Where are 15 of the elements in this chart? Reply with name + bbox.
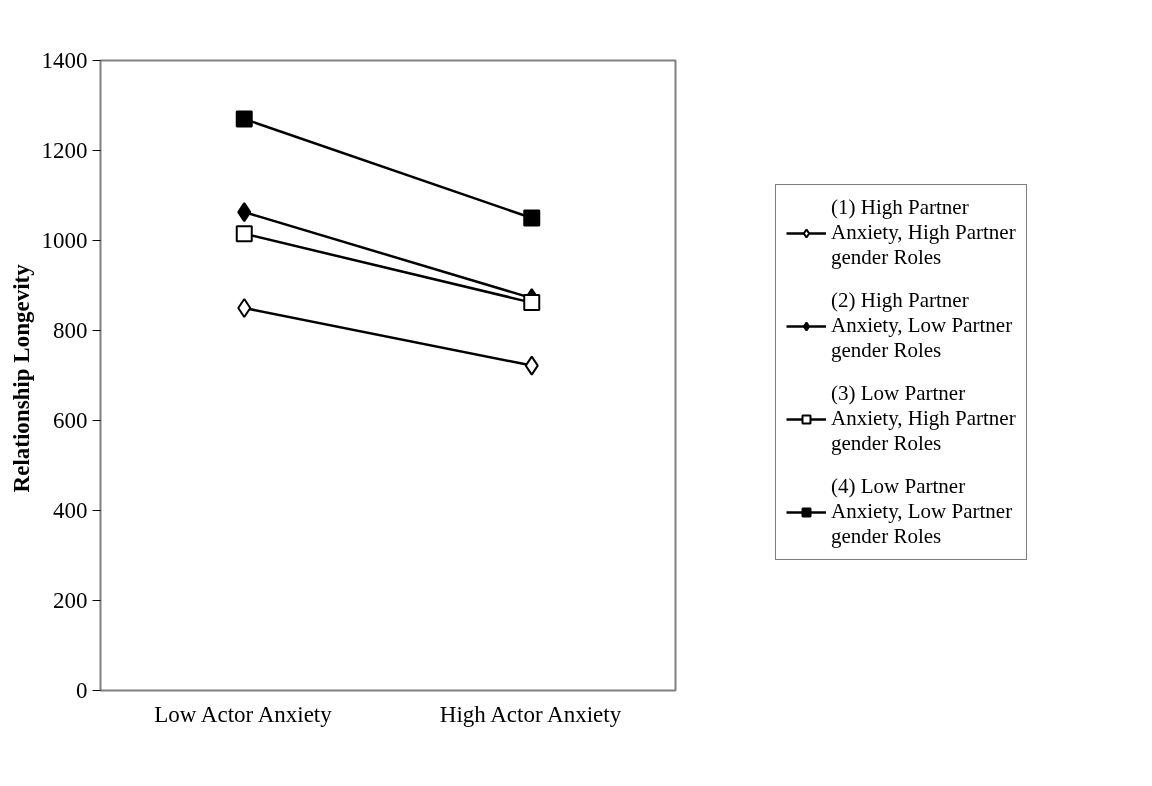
legend-label: (3) Low Partner Anxiety, High Partner gender Roles bbox=[831, 381, 1016, 456]
legend-label: (1) High Partner Anxiety, High Partner gender Roles bbox=[831, 195, 1016, 270]
y-tick-label: 400 bbox=[53, 498, 88, 523]
legend-label: (2) High Partner Anxiety, Low Partner gender Roles bbox=[831, 288, 1013, 363]
y-tick-label: 800 bbox=[53, 318, 88, 343]
y-axis-title: Relationship Longevity bbox=[8, 263, 34, 493]
y-tick-label: 1000 bbox=[41, 228, 88, 253]
y-tick-label: 1400 bbox=[41, 48, 88, 73]
y-tick-label: 600 bbox=[53, 408, 88, 433]
x-tick-label: Low Actor Anxiety bbox=[154, 701, 333, 727]
y-tick-label: 1200 bbox=[41, 138, 88, 163]
y-tick-label: 200 bbox=[53, 588, 88, 613]
y-tick-label: 0 bbox=[76, 678, 88, 703]
x-tick-label: High Actor Anxiety bbox=[439, 701, 622, 727]
legend-label: (4) Low Partner Anxiety, Low Partner gender Roles bbox=[831, 474, 1013, 549]
